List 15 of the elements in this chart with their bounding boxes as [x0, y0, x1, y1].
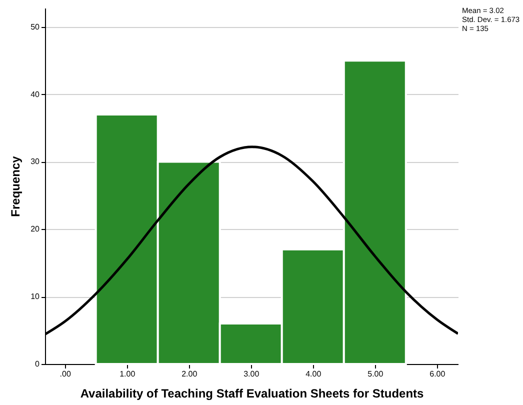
- y-axis-title: Frequency: [8, 156, 23, 217]
- x-tick-label: 5.00: [368, 370, 384, 378]
- x-tick-label: .00: [60, 370, 72, 378]
- x-axis-title: Availability of Teaching Staff Evaluation Sheets for Students: [80, 386, 424, 400]
- x-tick-label: 1.00: [120, 370, 136, 378]
- x-tick-label: 2.00: [182, 370, 198, 378]
- x-tick-label: 3.00: [244, 370, 260, 378]
- y-tick-label: 0: [35, 360, 40, 368]
- x-tick-label: 4.00: [306, 370, 322, 378]
- x-tick-label: 6.00: [430, 370, 446, 378]
- y-tick-label: 30: [30, 157, 40, 166]
- y-tick-label: 50: [30, 22, 40, 32]
- y-tick-label: 20: [30, 224, 40, 234]
- y-tick-label: 40: [30, 90, 40, 99]
- y-tick-label: 10: [30, 292, 40, 302]
